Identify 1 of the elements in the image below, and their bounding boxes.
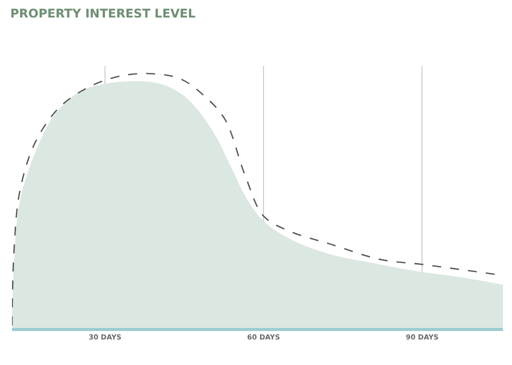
chart-title: PROPERTY INTEREST LEVEL: [10, 6, 196, 21]
